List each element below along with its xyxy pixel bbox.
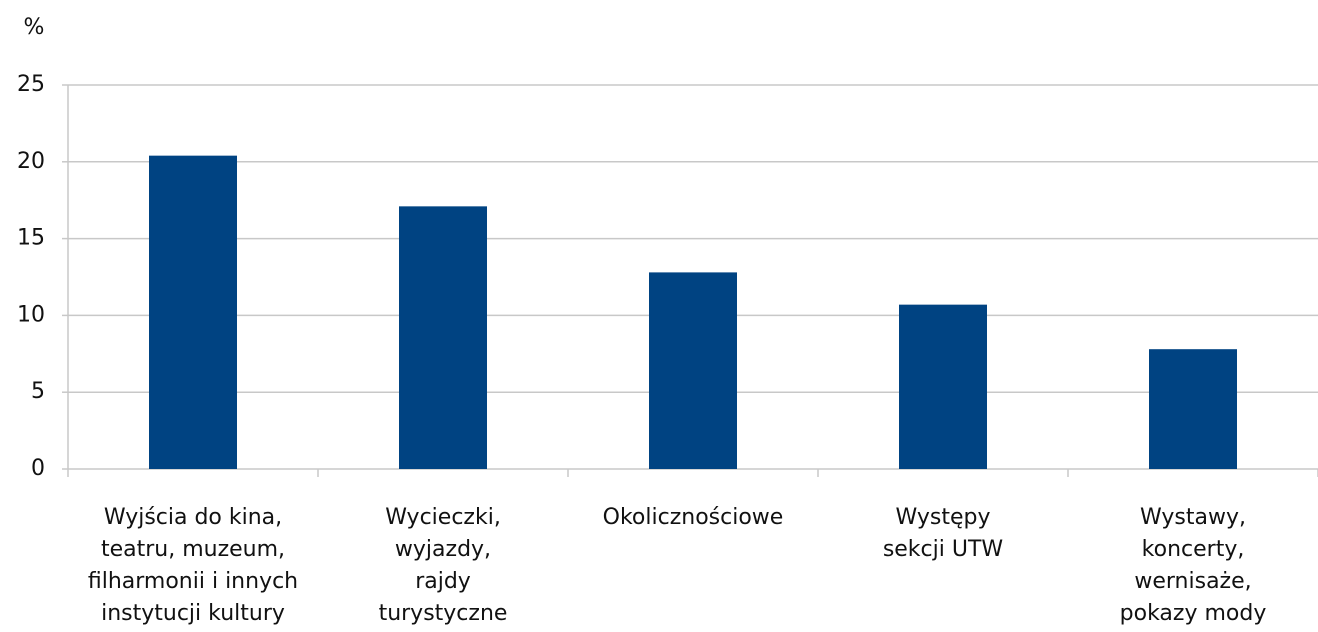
bar bbox=[399, 206, 487, 469]
y-tick-label: 25 bbox=[17, 72, 45, 97]
x-tick-label: Wystawy, koncerty, wernisaże, pokazy mod… bbox=[1119, 505, 1267, 626]
x-tick-label: Występy sekcji UTW bbox=[882, 505, 1004, 562]
y-tick-label: 5 bbox=[31, 379, 45, 404]
bar bbox=[149, 155, 237, 469]
y-tick-label: 15 bbox=[17, 226, 45, 251]
x-tick-label: Wycieczki, wyjazdy, rajdy turystyczne bbox=[378, 505, 508, 626]
bar bbox=[1149, 349, 1237, 469]
y-tick-label: 0 bbox=[31, 456, 45, 481]
y-axis-label: % bbox=[24, 15, 45, 40]
bar bbox=[899, 304, 987, 469]
x-tick-label: Wyjścia do kina, teatru, muzeum, filharm… bbox=[87, 505, 299, 626]
y-tick-label: 20 bbox=[17, 149, 45, 174]
y-tick-label: 10 bbox=[17, 302, 45, 327]
bar bbox=[649, 272, 737, 469]
x-tick-label: Okolicznościowe bbox=[602, 505, 784, 530]
